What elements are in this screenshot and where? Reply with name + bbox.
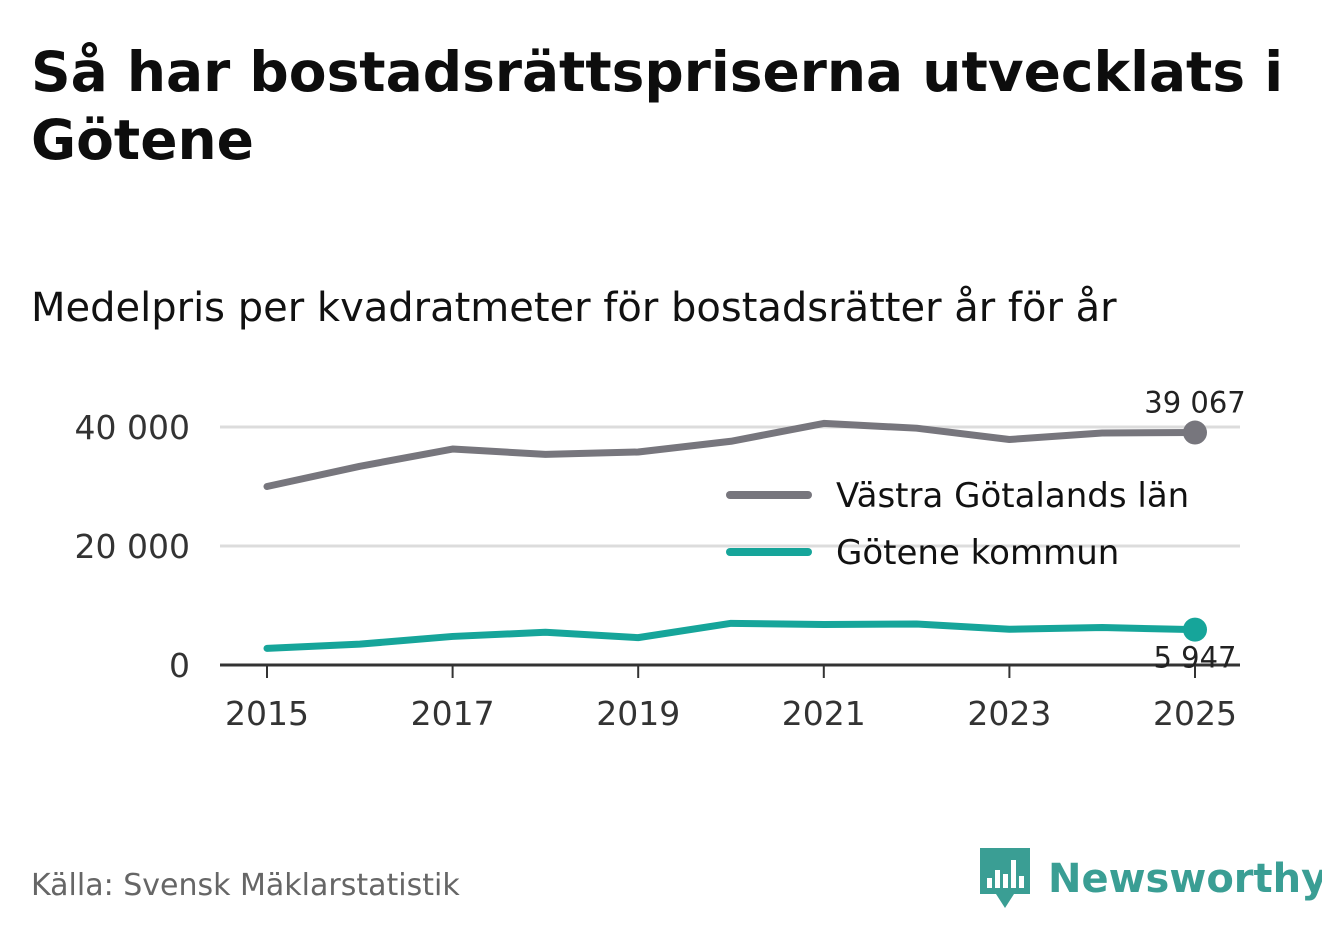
- series-line-gotene: [263, 619, 1199, 652]
- y-tick-label: 40 000: [75, 408, 190, 447]
- brand-logo: Newsworthy: [980, 848, 1322, 910]
- x-tick-label: 2017: [411, 694, 495, 733]
- axes: 0 20 000 40 000 2015 2017 2019 2021 2023 2025: [75, 408, 1240, 733]
- grid-lines: [220, 425, 1240, 548]
- legend-label: Västra Götalands län: [836, 476, 1189, 516]
- series-line-vastra-gotaland: [263, 419, 1199, 490]
- series-lines: [263, 419, 1207, 652]
- x-tick-label: 2025: [1153, 694, 1237, 733]
- legend-label: Götene kommun: [836, 533, 1119, 573]
- series-end-point: [1183, 617, 1207, 642]
- legend: Västra Götalands län Götene kommun: [726, 476, 1189, 573]
- y-tick-label: 0: [169, 646, 190, 685]
- x-tick-label: 2021: [782, 694, 866, 733]
- chart-title: Så har bostadsrättspriserna utvecklats i…: [31, 40, 1284, 172]
- end-value-label: 5 947: [1153, 641, 1236, 675]
- chart-subtitle: Medelpris per kvadratmeter för bostadsrä…: [31, 285, 1117, 331]
- data-labels: 39 067 5 947: [1144, 386, 1245, 675]
- x-tick-label: 2023: [967, 694, 1051, 733]
- end-value-label: 39 067: [1144, 386, 1245, 420]
- x-tick-label: 2019: [596, 694, 680, 733]
- brand-name: Newsworthy: [1048, 856, 1322, 902]
- y-tick-label: 20 000: [75, 527, 190, 566]
- source-note: Källa: Svensk Mäklarstatistik: [31, 868, 460, 903]
- x-tick-label: 2015: [225, 694, 309, 733]
- newsworthy-logo-icon: [980, 848, 1030, 908]
- series-end-point: [1183, 420, 1207, 445]
